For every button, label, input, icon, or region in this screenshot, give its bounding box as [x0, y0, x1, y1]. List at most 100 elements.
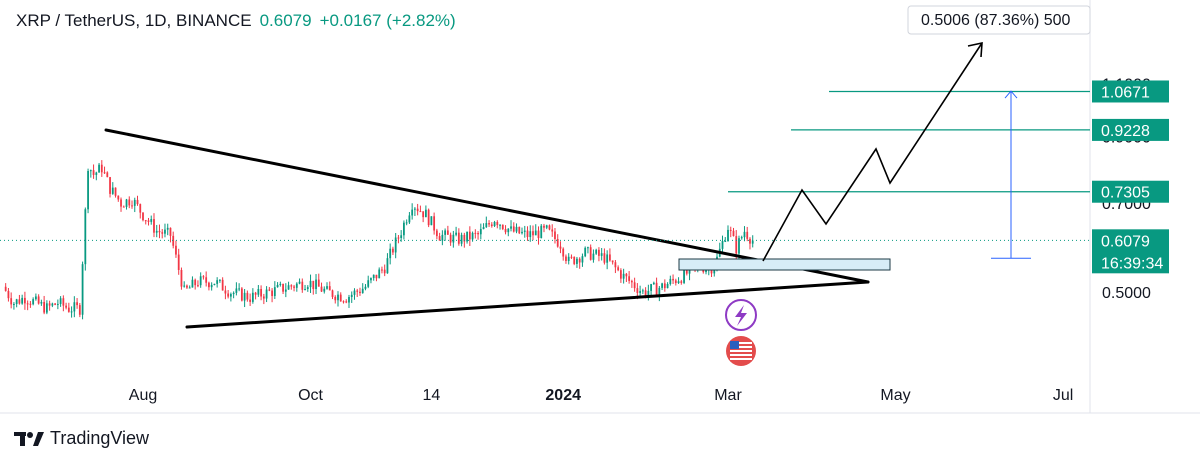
- candle-body: [323, 288, 326, 292]
- candle-body: [24, 297, 26, 304]
- candle-body: [455, 232, 457, 235]
- candle-body: [73, 302, 76, 312]
- candle-body: [251, 292, 254, 302]
- candle-body: [603, 253, 606, 263]
- candle-body: [260, 289, 262, 297]
- candle-body: [284, 289, 287, 292]
- candle-body: [34, 296, 37, 300]
- candle-body: [477, 233, 479, 235]
- candle-body: [183, 285, 186, 287]
- last-price: 0.6079: [259, 11, 312, 30]
- candle-body: [219, 279, 221, 281]
- candle-body: [751, 240, 754, 244]
- candle-body: [106, 172, 109, 178]
- symbol-header: XRP / TetherUS, 1D, BINANCE 0.6079 +0.0167…: [16, 11, 456, 31]
- candle-body: [650, 284, 652, 291]
- candle-body: [37, 296, 40, 304]
- candle-body: [205, 277, 208, 283]
- candle-body: [732, 230, 735, 237]
- candle-body: [117, 195, 120, 200]
- candle-body: [633, 282, 636, 289]
- candle-body: [644, 290, 647, 296]
- candle-body: [562, 248, 565, 257]
- candle-body: [92, 170, 95, 175]
- candle-body: [619, 270, 622, 279]
- candle-body: [435, 230, 438, 237]
- candle-body: [125, 199, 128, 207]
- candle-body: [194, 279, 197, 286]
- candle-body: [545, 225, 548, 228]
- breakout-zone-box: [678, 258, 891, 271]
- candle-body: [268, 289, 271, 291]
- candle-body: [111, 187, 114, 194]
- flag-stripe: [730, 342, 752, 344]
- projection-range-arrow: [1004, 90, 1018, 99]
- candle-body: [326, 286, 328, 289]
- candle-body: [240, 288, 243, 301]
- candle-body: [625, 273, 628, 277]
- candle-body: [581, 256, 584, 263]
- triangle-support-line: [185, 280, 870, 329]
- candle-body: [567, 256, 570, 262]
- candle-body: [403, 222, 405, 236]
- candle-body: [724, 241, 727, 243]
- candle-body: [576, 258, 578, 264]
- candle-body: [727, 229, 729, 242]
- candle-body: [40, 301, 43, 304]
- candle-body: [224, 290, 227, 294]
- candle-body: [408, 215, 411, 223]
- candle-body: [578, 258, 581, 263]
- candle-body: [738, 238, 740, 254]
- candle-body: [56, 303, 59, 305]
- candle-body: [427, 209, 430, 226]
- candle-body: [87, 170, 89, 210]
- candle-body: [504, 229, 507, 233]
- candle-body: [378, 269, 381, 279]
- projection-label-box: [907, 5, 1091, 35]
- candle-body: [735, 236, 738, 254]
- candle-body: [356, 290, 359, 292]
- candle-body: [26, 303, 29, 305]
- candle-body: [501, 224, 504, 230]
- tradingview-brand[interactable]: TradingView: [14, 428, 149, 449]
- candle-body: [197, 285, 199, 287]
- candle-body: [474, 232, 477, 234]
- time-tick-label: Mar: [714, 387, 742, 404]
- candle-body: [128, 199, 131, 206]
- candle-body: [584, 247, 587, 257]
- candle-body: [153, 219, 155, 233]
- candle-body: [186, 285, 188, 288]
- target-level-label: 0.7305: [1101, 185, 1150, 202]
- candle-body: [98, 164, 100, 173]
- candle-body: [554, 231, 556, 239]
- candle-body: [158, 230, 161, 233]
- candle-body: [482, 227, 485, 230]
- candle-body: [551, 229, 554, 232]
- candle-body: [537, 230, 540, 239]
- candle-body: [76, 302, 78, 306]
- candle-body: [721, 241, 724, 249]
- candle-body: [611, 260, 614, 263]
- candle-body: [216, 280, 219, 284]
- candle-body: [18, 299, 21, 304]
- candle-body: [729, 229, 732, 231]
- candle-body: [683, 268, 685, 283]
- candle-body: [639, 291, 642, 293]
- candle-body: [317, 279, 320, 287]
- candle-body: [389, 248, 392, 259]
- candle-body: [59, 298, 62, 304]
- candle-body: [663, 283, 666, 289]
- candle-body: [573, 257, 576, 264]
- candle-body: [609, 254, 611, 261]
- candle-body: [510, 226, 512, 229]
- candle-body: [120, 199, 122, 207]
- candle-body: [306, 287, 309, 290]
- candle-body: [114, 187, 117, 196]
- candle-body: [122, 206, 125, 208]
- candle-body: [570, 256, 573, 258]
- candle-body: [746, 231, 749, 239]
- candle-body: [301, 281, 304, 290]
- target-level-tag: [1092, 80, 1169, 103]
